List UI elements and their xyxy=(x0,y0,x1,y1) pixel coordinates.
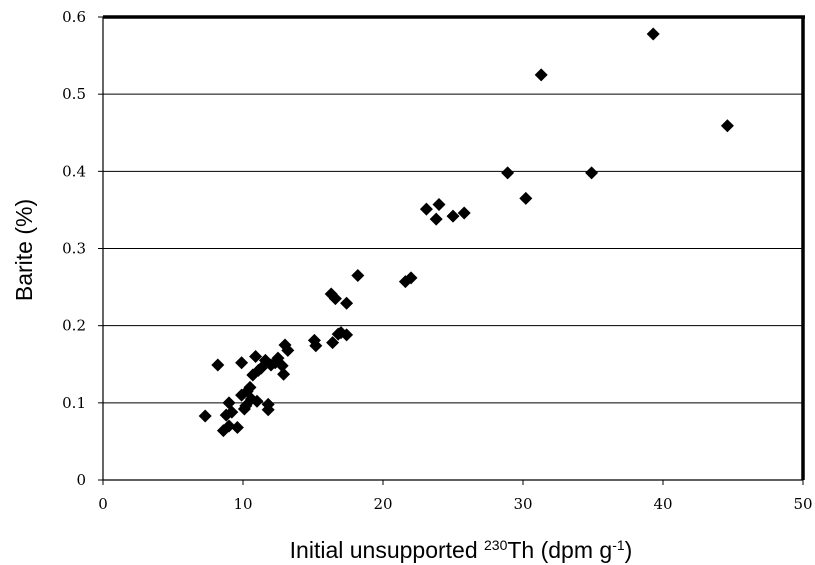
x-axis-title-superscript-isotope: 230 xyxy=(484,537,508,553)
x-axis-title: Initial unsupported 230Th (dpm g-1) xyxy=(290,537,633,563)
data-point-45 xyxy=(446,209,460,223)
x-axis-title-suffix: ) xyxy=(625,537,633,563)
data-points xyxy=(198,27,734,438)
y-tick-labels: 0 0.1 0.2 0.3 0.4 0.5 0.6 xyxy=(62,8,86,489)
x-tick-label-3: 30 xyxy=(513,495,532,513)
data-point-0 xyxy=(198,409,212,423)
data-point-41 xyxy=(404,271,418,285)
x-axis-title-prefix: Initial unsupported xyxy=(290,537,484,563)
x-tick-label-4: 40 xyxy=(653,495,672,513)
y-tick-label-1: 0.1 xyxy=(62,394,86,412)
x-tick-labels: 0 10 20 30 40 50 xyxy=(98,495,812,513)
data-point-16 xyxy=(249,350,263,364)
y-axis-title: Barite (%) xyxy=(11,199,37,301)
data-point-6 xyxy=(225,405,239,419)
data-point-39 xyxy=(351,269,365,283)
data-point-50 xyxy=(585,166,599,180)
x-axis-title-middle: Th (dpm g xyxy=(507,537,612,563)
data-point-43 xyxy=(429,212,443,226)
x-tick-label-5: 50 xyxy=(793,495,812,513)
data-point-51 xyxy=(646,27,660,41)
data-point-31 xyxy=(309,339,323,353)
data-point-26 xyxy=(275,359,289,373)
data-point-13 xyxy=(243,380,257,394)
data-point-17 xyxy=(250,394,264,408)
y-tick-label-4: 0.4 xyxy=(62,162,86,180)
data-point-49 xyxy=(534,68,548,82)
data-point-1 xyxy=(211,358,225,372)
y-tick-label-3: 0.3 xyxy=(62,240,86,258)
x-tick-label-2: 20 xyxy=(373,495,392,513)
data-point-8 xyxy=(235,356,249,370)
data-point-47 xyxy=(501,166,515,180)
data-point-7 xyxy=(230,421,244,435)
data-point-33 xyxy=(326,336,340,350)
data-point-44 xyxy=(432,198,446,212)
x-tick-label-0: 0 xyxy=(98,495,108,513)
y-tick-label-5: 0.5 xyxy=(62,85,86,103)
data-point-37 xyxy=(340,328,354,342)
y-tick-label-2: 0.2 xyxy=(62,317,86,335)
x-tick-label-1: 10 xyxy=(233,495,252,513)
data-point-48 xyxy=(519,191,533,205)
data-point-38 xyxy=(340,296,354,310)
data-point-22 xyxy=(261,403,275,417)
x-axis-title-superscript-exponent: -1 xyxy=(612,537,625,553)
y-tick-label-0: 0 xyxy=(76,471,86,489)
data-point-27 xyxy=(277,367,291,381)
data-point-52 xyxy=(720,119,734,133)
y-tick-label-6: 0.6 xyxy=(62,8,86,26)
data-point-46 xyxy=(457,206,471,220)
plot-frame xyxy=(98,15,805,485)
data-point-29 xyxy=(281,343,295,357)
data-point-34 xyxy=(328,292,342,306)
data-point-4 xyxy=(222,419,236,433)
data-point-42 xyxy=(419,202,433,216)
